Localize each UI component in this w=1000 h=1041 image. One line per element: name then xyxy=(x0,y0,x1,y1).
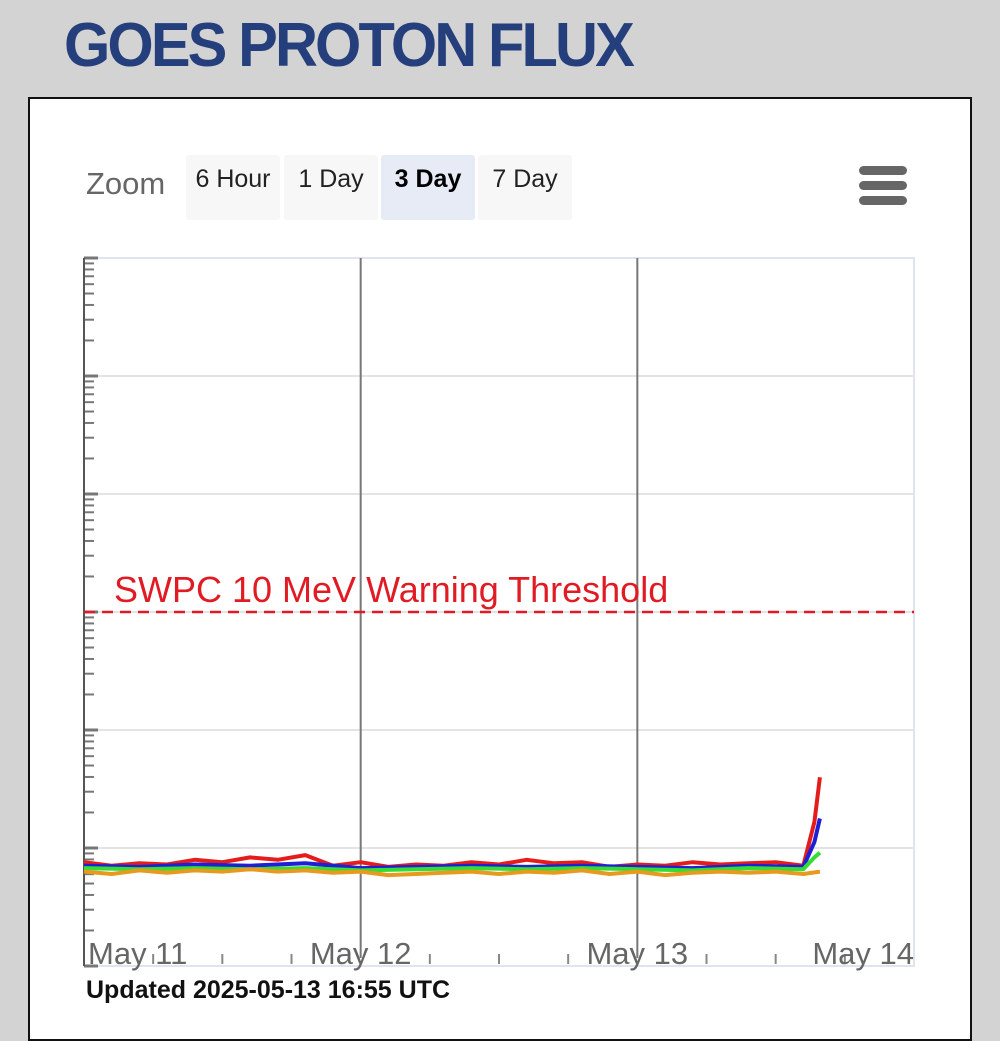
zoom-3-day-button[interactable]: 3 Day xyxy=(381,155,475,220)
hamburger-menu-icon[interactable] xyxy=(856,166,910,210)
zoom-6-hour-button[interactable]: 6 Hour xyxy=(186,155,280,220)
menu-bar xyxy=(859,166,907,175)
x-tick-label: May 13 xyxy=(586,936,688,971)
x-tick-label: May 11 xyxy=(88,936,187,971)
page-title: GOES PROTON FLUX xyxy=(64,11,635,80)
zoom-7-day-button[interactable]: 7 Day xyxy=(478,155,572,220)
warning-threshold-label: SWPC 10 MeV Warning Threshold xyxy=(114,569,668,610)
menu-bar xyxy=(859,181,907,190)
menu-bar xyxy=(859,196,907,205)
x-tick-label: May 14 xyxy=(812,936,914,971)
zoom-label: Zoom xyxy=(86,166,166,201)
chart-panel xyxy=(28,97,972,1041)
zoom-1-day-button[interactable]: 1 Day xyxy=(284,155,378,220)
series-line xyxy=(83,818,822,871)
series-line xyxy=(83,867,821,878)
updated-timestamp: Updated 2025-05-13 16:55 UTC xyxy=(86,976,451,1004)
series-line xyxy=(83,776,822,869)
series-line xyxy=(83,851,822,873)
x-tick-label: May 12 xyxy=(310,936,412,971)
